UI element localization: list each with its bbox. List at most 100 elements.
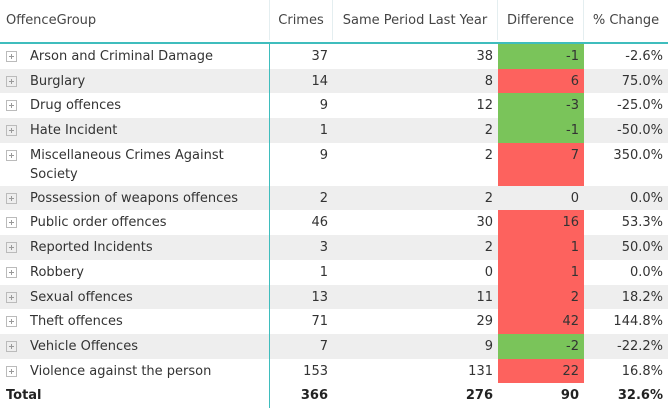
last-year-cell: 30 — [476, 215, 493, 231]
offence-group-name: Hate Incident — [30, 123, 118, 139]
difference-cell: 0 — [570, 190, 579, 206]
difference-cell: 7 — [498, 142, 584, 186]
expand-icon[interactable] — [6, 149, 17, 161]
expand-icon[interactable] — [6, 365, 17, 377]
last-year-cell: 0 — [484, 264, 493, 280]
expand-icon[interactable] — [6, 291, 17, 303]
expand-icon[interactable] — [6, 75, 17, 87]
column-header-same-period-last-year[interactable]: Same Period Last Year — [333, 0, 498, 40]
last-year-cell: 2 — [484, 147, 493, 163]
last-year-cell: 8 — [484, 73, 493, 89]
total-label: Total — [0, 383, 270, 408]
offence-group-cell: Hate Incident — [0, 118, 270, 143]
table-row[interactable]: Arson and Criminal Damage 37 38 -1 -2.6% — [0, 44, 668, 69]
offence-table: OffenceGroup Crimes Same Period Last Yea… — [0, 0, 668, 408]
table-row[interactable]: Theft offences 71 29 42 144.8% — [0, 309, 668, 334]
total-row: Total 366 276 90 32.6% — [0, 383, 668, 408]
crimes-cell: 37 — [311, 49, 328, 64]
expand-icon[interactable] — [6, 242, 17, 254]
offence-group-cell: Drug offences — [0, 93, 270, 119]
table-row[interactable]: Reported Incidents 3 2 1 50.0% — [0, 235, 668, 260]
last-year-cell: 2 — [484, 190, 493, 206]
table-row[interactable]: Possession of weapons offences 2 2 0 0.0% — [0, 185, 668, 211]
column-header-percent-change[interactable]: % Change — [592, 12, 660, 28]
offence-group-name: Sexual offences — [30, 289, 133, 305]
change-cell: 144.8% — [613, 314, 663, 330]
expand-icon[interactable] — [6, 192, 17, 204]
table-row[interactable]: Violence against the person 153 131 22 16.8% — [0, 358, 668, 384]
last-year-cell: 9 — [484, 338, 493, 354]
crimes-cell: 7 — [319, 338, 328, 354]
offence-group-cell: Miscellaneous Crimes Against Society — [0, 142, 270, 186]
offence-group-cell: Theft offences — [0, 309, 270, 334]
offence-group-name: Reported Incidents — [30, 240, 153, 256]
table-row[interactable]: Robbery 1 0 1 0.0% — [0, 259, 668, 285]
crimes-cell: 9 — [319, 147, 328, 163]
total-difference: 90 — [560, 388, 579, 404]
last-year-cell: 2 — [484, 240, 493, 256]
difference-cell: 6 — [498, 68, 584, 94]
change-cell: -50.0% — [617, 123, 663, 139]
crimes-cell: 14 — [311, 73, 328, 89]
offence-group-name: Possession of weapons offences — [30, 190, 239, 206]
expand-icon[interactable] — [6, 217, 17, 229]
crimes-cell: 13 — [311, 289, 328, 305]
table-row[interactable]: Burglary 14 8 6 75.0% — [0, 68, 668, 94]
offence-group-name: Vehicle Offences — [30, 338, 138, 354]
offence-group-name: Theft offences — [30, 314, 123, 330]
offence-group-name: Burglary — [30, 73, 86, 89]
offence-group-cell: Sexual offences — [0, 284, 270, 310]
column-header-difference[interactable]: Difference — [498, 0, 584, 40]
table-header: OffenceGroup Crimes Same Period Last Yea… — [0, 0, 668, 44]
offence-group-cell: Arson and Criminal Damage — [0, 44, 270, 69]
change-cell: 16.8% — [621, 363, 663, 379]
offence-group-name: Violence against the person — [30, 363, 212, 379]
offence-group-cell: Vehicle Offences — [0, 333, 270, 359]
total-crimes: 366 — [300, 388, 328, 404]
change-cell: 75.0% — [621, 73, 663, 89]
offence-group-cell: Possession of weapons offences — [0, 185, 270, 211]
table-body: Arson and Criminal Damage 37 38 -1 -2.6% Burg… — [0, 44, 668, 384]
total-last-year: 276 — [465, 388, 493, 404]
column-header-crimes[interactable]: Crimes — [270, 0, 333, 40]
table-row[interactable]: Hate Incident 1 2 -1 -50.0% — [0, 118, 668, 143]
difference-cell: 1 — [498, 259, 584, 285]
change-cell: 18.2% — [621, 289, 663, 305]
change-cell: 0.0% — [629, 190, 663, 206]
offence-group-name: Robbery — [30, 264, 84, 280]
offence-group-name: Miscellaneous Crimes Against Society — [30, 147, 224, 182]
offence-group-name: Drug offences — [30, 98, 122, 114]
total-change: 32.6% — [617, 388, 663, 404]
difference-cell: 2 — [498, 284, 584, 310]
expand-icon[interactable] — [6, 51, 17, 62]
offence-group-name: Arson and Criminal Damage — [30, 49, 214, 64]
crimes-cell: 2 — [319, 190, 328, 206]
table-row[interactable]: Miscellaneous Crimes Against Society 9 2 7 3… — [0, 142, 668, 186]
expand-icon[interactable] — [6, 340, 17, 352]
difference-cell: -1 — [498, 118, 584, 143]
crimes-cell: 1 — [319, 123, 328, 139]
expand-icon[interactable] — [6, 100, 17, 112]
expand-icon[interactable] — [6, 316, 17, 328]
crimes-cell: 71 — [311, 314, 328, 330]
change-cell: 0.0% — [629, 264, 663, 280]
expand-icon[interactable] — [6, 125, 17, 137]
crimes-cell: 1 — [319, 264, 328, 280]
change-cell: -2.6% — [625, 49, 663, 64]
last-year-cell: 12 — [476, 98, 493, 114]
table-row[interactable]: Sexual offences 13 11 2 18.2% — [0, 284, 668, 310]
difference-cell: -2 — [498, 333, 584, 359]
crimes-cell: 46 — [311, 215, 328, 231]
crimes-cell: 153 — [303, 363, 328, 379]
offence-group-cell: Reported Incidents — [0, 235, 270, 260]
expand-icon[interactable] — [6, 266, 17, 278]
table-row[interactable]: Drug offences 9 12 -3 -25.0% — [0, 93, 668, 119]
change-cell: -22.2% — [617, 338, 663, 354]
offence-group-name: Public order offences — [30, 215, 167, 231]
column-header-offence-group[interactable]: OffenceGroup — [0, 0, 270, 40]
offence-group-cell: Violence against the person — [0, 358, 270, 384]
table-row[interactable]: Public order offences 46 30 16 53.3% — [0, 210, 668, 236]
change-cell: 350.0% — [613, 147, 663, 163]
change-cell: -25.0% — [617, 98, 663, 114]
table-row[interactable]: Vehicle Offences 7 9 -2 -22.2% — [0, 333, 668, 359]
